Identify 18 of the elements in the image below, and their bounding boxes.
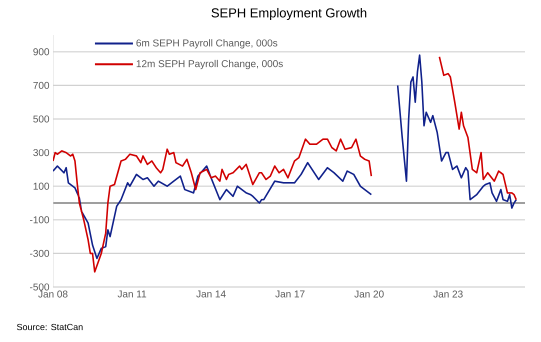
x-tick-label: Jan 23: [433, 290, 463, 298]
y-tick-label: 900: [33, 48, 50, 56]
x-tick-label: Jan 17: [275, 290, 305, 298]
x-tick-label: Jan 11: [118, 290, 146, 298]
y-tick-label: 300: [33, 149, 50, 156]
chart-title: SEPH Employment Growth: [212, 8, 366, 20]
y-tick-label: -300: [30, 250, 50, 257]
y-tick-label: 100: [34, 182, 50, 190]
y-tick-label: 500: [33, 115, 50, 123]
legend-label: 12m SEPH Payroll Change, 000s: [136, 60, 283, 70]
legend-label: 6m SEPH Payroll Change, 000s: [136, 39, 278, 48]
source-note: Source: StatCan: [16, 324, 83, 330]
x-tick-label: Jan 20: [354, 290, 384, 298]
x-tick-label: Jan 14: [196, 290, 226, 298]
x-tick-label: Jan 08: [38, 290, 68, 298]
y-tick-label: 700: [33, 82, 50, 89]
y-tick-label: -100: [30, 216, 50, 224]
y-tick-label: -500: [30, 283, 50, 291]
